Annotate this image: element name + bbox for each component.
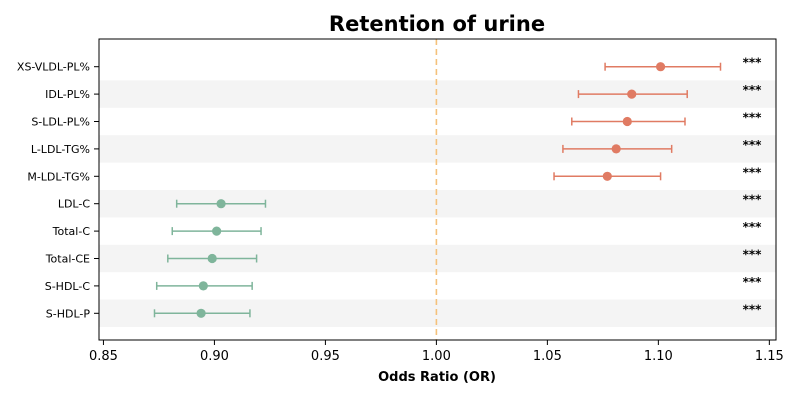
y-tick-label: LDL-C — [58, 198, 91, 211]
x-tick-label: 1.05 — [533, 349, 562, 364]
significance-label: *** — [743, 56, 763, 70]
y-axis: XS-VLDL-PL% IDL-PL% S-LDL-PL% L-LDL-TG% M-LD… — [17, 61, 99, 320]
significance-label: *** — [743, 275, 763, 289]
significance-label: *** — [743, 165, 763, 179]
significance-label: *** — [743, 302, 763, 316]
y-tick-label: S-HDL-P — [46, 307, 91, 320]
significance-label: *** — [743, 220, 763, 234]
or-point — [655, 62, 666, 72]
y-tick-label: Total-CE — [45, 253, 90, 266]
y-tick-label: S-HDL-C — [45, 280, 91, 293]
or-point — [216, 199, 226, 209]
x-tick-label: 0.95 — [311, 349, 340, 364]
y-tick-label: L-LDL-TG% — [31, 143, 90, 156]
significance-label: *** — [743, 138, 763, 152]
x-tick-label: 0.90 — [200, 349, 229, 364]
x-tick-label: 0.85 — [89, 349, 118, 364]
x-tick-label: 1.15 — [755, 349, 784, 364]
or-point — [196, 308, 206, 318]
or-point — [207, 253, 217, 264]
plot-frame — [98, 38, 777, 341]
significance-label: *** — [743, 83, 763, 97]
y-tick-label: Total-C — [52, 225, 91, 238]
x-axis: 0.85 0.90 0.95 1.00 1.05 1.10 1.15 — [89, 340, 784, 364]
y-tick-label: M-LDL-TG% — [27, 170, 90, 183]
or-point — [627, 89, 637, 99]
x-tick-label: 1.10 — [644, 349, 673, 364]
x-axis-label: Odds Ratio (OR) — [378, 370, 496, 385]
y-tick-label: S-LDL-PL% — [31, 116, 90, 129]
significance-label: *** — [743, 193, 763, 207]
row-band — [99, 135, 776, 163]
or-point — [198, 281, 208, 291]
or-point — [611, 144, 621, 154]
significance-label: *** — [743, 111, 763, 125]
chart-title: Retention of urine — [329, 12, 545, 36]
plot-markers: *** *** *** *** *** *** *** *** *** *** — [153, 56, 763, 318]
or-point — [622, 116, 632, 127]
y-tick-label: XS-VLDL-PL% — [17, 61, 90, 74]
or-point — [212, 226, 222, 236]
significance-label: *** — [743, 248, 763, 262]
x-tick-label: 1.00 — [422, 349, 451, 364]
y-tick-label: IDL-PL% — [45, 88, 90, 101]
or-point — [602, 171, 612, 181]
